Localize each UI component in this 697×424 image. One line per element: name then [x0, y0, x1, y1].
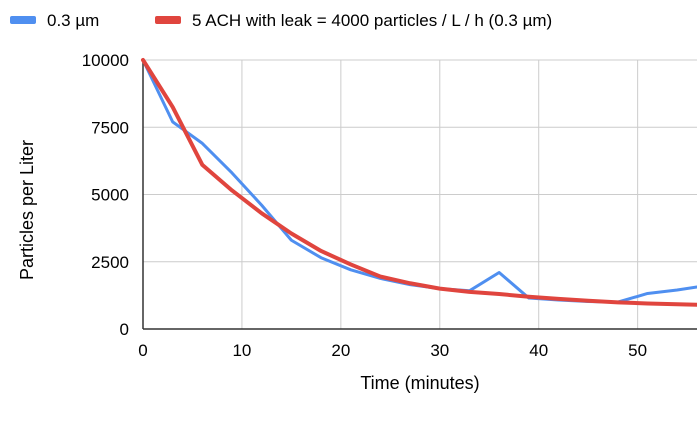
series-line-2 — [141, 58, 697, 307]
y-tick-label: 7500 — [91, 118, 129, 137]
y-tick-label: 0 — [120, 320, 129, 339]
x-tick-label: 20 — [331, 341, 350, 360]
axes — [142, 60, 697, 330]
x-tick-label: 0 — [138, 341, 147, 360]
series-line-1 — [141, 58, 697, 304]
y-tick-label: 10000 — [82, 51, 129, 70]
grid-lines — [143, 59, 697, 329]
x-tick-label: 10 — [232, 341, 251, 360]
series-layer — [141, 58, 697, 307]
x-axis-label: Time (minutes) — [360, 373, 479, 393]
x-tick-label: 50 — [628, 341, 647, 360]
legend-swatch-2 — [155, 16, 181, 24]
legend-label-1: 0.3 µm — [47, 11, 99, 30]
x-tick-label: 40 — [529, 341, 548, 360]
legend-swatch-1 — [10, 16, 36, 24]
y-axis-label: Particles per Liter — [17, 140, 37, 280]
y-tick-label: 5000 — [91, 186, 129, 205]
x-tick-label: 30 — [430, 341, 449, 360]
tick-labels: 0 2500 5000 7500 10000 0 10 20 30 40 50 — [82, 51, 647, 360]
legend: 0.3 µm 5 ACH with leak = 4000 particles /… — [10, 11, 552, 30]
y-tick-label: 2500 — [91, 253, 129, 272]
legend-label-2: 5 ACH with leak = 4000 particles / L / h… — [192, 11, 552, 30]
